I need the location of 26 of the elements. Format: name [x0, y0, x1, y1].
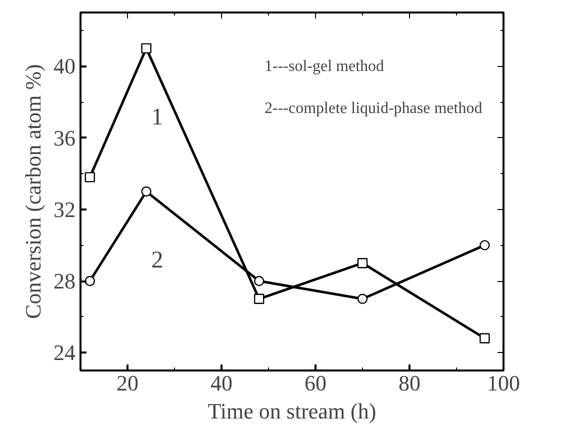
y-tick-label: 36 [54, 125, 76, 150]
point [84, 276, 95, 286]
x-tick-label: 40 [210, 370, 232, 396]
x-tick-label: 100 [487, 370, 520, 396]
x-tick-label: 60 [304, 370, 326, 396]
y-tick-label: 28 [54, 268, 76, 294]
series-label: 1 [151, 104, 164, 130]
y-tick-label: 40 [54, 54, 76, 79]
point [254, 276, 264, 286]
point [480, 333, 490, 344]
y-axis-title: Conversion (carbon atom %) [20, 64, 46, 319]
point [141, 43, 152, 54]
x-axis-title: Time on stream (h) [208, 398, 376, 424]
y-tick-label: 24 [54, 340, 76, 366]
x-tick-label: 20 [116, 370, 138, 396]
point [84, 172, 95, 182]
annotation: 2---complete liquid-phase method [264, 100, 482, 117]
point [480, 240, 490, 250]
point [357, 294, 368, 304]
annotation: 1---sol-gel method [264, 58, 384, 75]
point [254, 294, 264, 304]
x-tick-label: 80 [398, 370, 420, 396]
point [141, 186, 152, 197]
series-label: 2 [151, 248, 164, 274]
point [357, 258, 368, 268]
y-tick-label: 32 [54, 196, 76, 222]
